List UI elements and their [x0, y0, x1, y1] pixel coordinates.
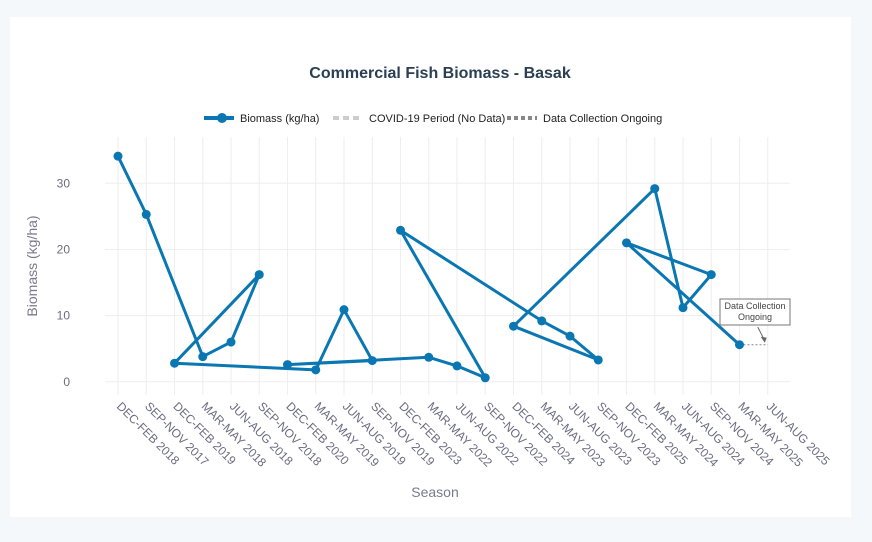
data-point[interactable] [226, 337, 236, 347]
legend-label-2[interactable]: Data Collection Ongoing [543, 113, 662, 125]
data-point[interactable] [678, 303, 688, 313]
y-axis-title: Biomass (kg/ha) [24, 215, 40, 316]
annotation-arrowhead [760, 336, 767, 343]
chart-title: Commercial Fish Biomass - Basak [309, 65, 571, 82]
y-tick-label: 20 [57, 242, 71, 256]
data-point[interactable] [283, 360, 292, 370]
y-tick-label: 10 [57, 309, 71, 323]
data-point[interactable] [367, 356, 377, 366]
data-point[interactable] [706, 270, 716, 280]
data-point[interactable] [509, 321, 518, 331]
data-point[interactable] [339, 305, 349, 315]
legend-label-0[interactable]: Biomass (kg/ha) [240, 113, 319, 125]
data-point[interactable] [170, 358, 179, 368]
x-axis-title: Season [411, 484, 458, 500]
data-point[interactable] [735, 340, 744, 350]
y-tick-label: 0 [63, 375, 70, 389]
data-point[interactable] [565, 331, 575, 341]
chart-card: 0 10 20 30 DEC-FEB 2018 SEP-NOV 2017 DEC-FEB 2… [10, 17, 851, 517]
y-tick-label: 30 [57, 176, 71, 190]
data-point[interactable] [113, 151, 123, 161]
data-point[interactable] [537, 316, 547, 326]
data-point[interactable] [254, 270, 264, 280]
data-point[interactable] [593, 355, 603, 365]
data-point[interactable] [311, 365, 321, 375]
annotation-text: Ongoing [738, 312, 772, 322]
annotation-text: Data Collection [724, 301, 785, 311]
data-point[interactable] [141, 209, 151, 219]
legend-label-1[interactable]: COVID-19 Period (No Data) [369, 113, 505, 125]
annotation-box [719, 298, 791, 326]
data-point[interactable] [480, 373, 490, 383]
data-point[interactable] [198, 352, 208, 362]
data-point[interactable] [650, 184, 660, 194]
data-point[interactable] [622, 238, 631, 248]
data-point[interactable] [396, 225, 405, 235]
data-point[interactable] [452, 361, 462, 371]
legend-marker[interactable] [217, 113, 227, 123]
data-point[interactable] [424, 352, 434, 362]
